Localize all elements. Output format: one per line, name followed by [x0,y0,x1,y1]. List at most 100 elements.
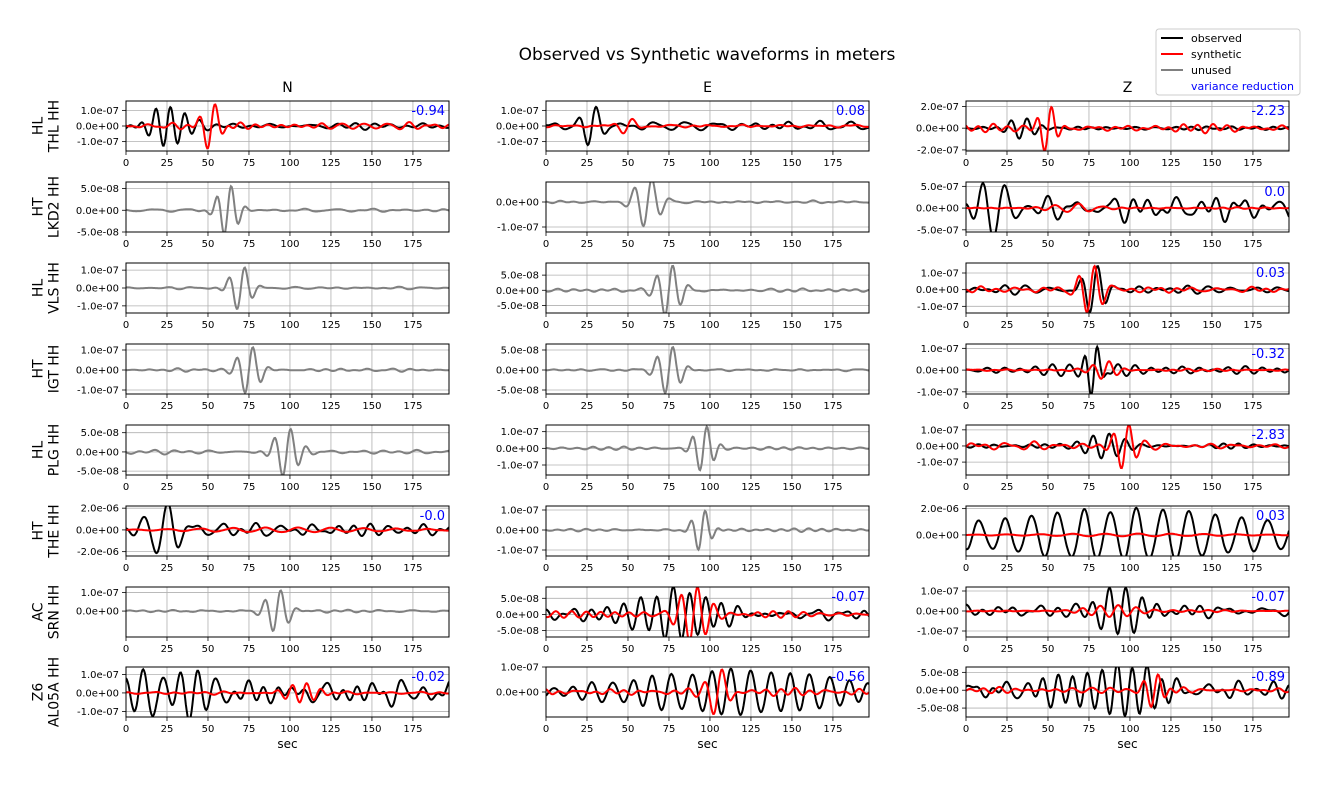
x-tick-label: 75 [243,239,256,250]
x-tick-label: 50 [202,401,215,412]
synthetic-trace [126,526,449,534]
legend-label: observed [1191,32,1242,45]
x-tick-label: 125 [1161,239,1180,250]
x-tick-label: 150 [362,724,381,735]
unused-trace [546,182,869,228]
x-tick-label: 125 [321,401,340,412]
y-tick-label: 1.0e-07 [921,587,959,598]
y-tick-label: 0.0e+00 [916,285,959,296]
x-tick-label: 75 [1083,320,1096,331]
y-tick-label: -5.0e-08 [497,386,539,397]
x-tick-label: 125 [1161,401,1180,412]
network-label: HT [31,197,47,217]
x-tick-label: 150 [782,239,801,250]
x-tick-label: 125 [321,482,340,493]
synthetic-trace [966,105,1289,151]
axes-frame [125,586,450,638]
x-tick-label: 150 [362,563,381,574]
x-tick-label: 125 [741,320,760,331]
network-label: Z6 [31,683,47,702]
x-tick-label: 25 [1001,644,1014,655]
x-tick-label: 175 [1243,563,1262,574]
panel-n: 0 25 50 75 100 125 150 175 1.0e-07 0.0e+00 -1.0e-0… [76,80,450,169]
y-tick-label: 0.0e+00 [496,122,539,133]
legend-label: synthetic [1191,48,1242,61]
x-tick-label: 100 [1120,724,1139,735]
x-tick-label: 150 [782,563,801,574]
y-tick-label: -1.0e-07 [497,223,539,234]
x-tick-label: 25 [161,158,174,169]
variance-reduction-value: 0.0 [1264,185,1285,200]
synthetic-trace [126,103,449,150]
observed-trace [966,667,1289,717]
figure-title: Observed vs Synthetic waveforms in meter… [519,45,896,65]
x-tick-label: 75 [1083,401,1096,412]
column-title: E [703,80,712,96]
legend-label: variance reduction [1191,80,1294,93]
y-tick-label: 0.0e+00 [496,366,539,377]
y-tick-label: 1.0e-07 [501,106,539,117]
y-tick-label: -1.0e-07 [917,387,959,398]
row-label: HLVLS HH [31,262,63,314]
x-tick-label: 150 [1202,482,1221,493]
variance-reduction-value: -0.07 [1251,590,1285,605]
y-tick-label: 1.0e-07 [501,427,539,438]
x-tick-label: 100 [1120,320,1139,331]
x-tick-label: 25 [581,401,594,412]
column-title: Z [1123,80,1133,96]
x-tick-label: 50 [622,724,635,735]
x-tick-label: 50 [202,482,215,493]
x-tick-label: 150 [362,644,381,655]
x-tick-label: 0 [123,158,129,169]
y-tick-label: 2.0e-06 [921,504,959,515]
axes-frame [545,343,870,395]
x-axis-label: sec [1117,737,1137,751]
x-tick-label: 75 [243,724,256,735]
x-tick-label: 100 [1120,482,1139,493]
axes-frame [545,505,870,557]
column-title: N [282,80,292,96]
x-tick-label: 75 [243,563,256,574]
y-tick-label: 0.0e+00 [76,525,119,536]
y-tick-label: 2.0e-06 [81,504,119,515]
axes-frame [965,343,1290,395]
x-tick-label: 125 [1161,724,1180,735]
y-tick-label: 1.0e-07 [81,588,119,599]
axes-frame [965,262,1290,314]
panel-n: 0 25 50 75 100 125 150 175 1.0e-07 0.0e+00 -1.0e-0… [76,262,450,331]
network-label: AC [31,602,47,621]
y-tick-label: 0.0e+00 [916,366,959,377]
x-tick-label: 50 [202,239,215,250]
panel-e: 0 25 50 75 100 125 150 175 5.0e-08 0.0e+00 -5.0e-0… [496,262,870,331]
x-tick-label: 50 [1042,482,1055,493]
x-tick-label: 100 [280,482,299,493]
x-tick-label: 175 [403,563,422,574]
axes-frame [125,181,450,233]
x-tick-label: 100 [700,239,719,250]
x-tick-label: 100 [280,724,299,735]
x-tick-label: 100 [700,401,719,412]
x-tick-label: 150 [362,158,381,169]
x-tick-label: 75 [243,320,256,331]
axes-frame [965,100,1290,152]
variance-reduction-value: 0.03 [1256,266,1285,281]
x-tick-label: 25 [581,644,594,655]
x-tick-label: 100 [280,239,299,250]
unused-trace [126,589,449,633]
station-label: SRN HH [47,585,63,640]
x-tick-label: 25 [1001,401,1014,412]
y-tick-label: -1.0e-07 [497,546,539,557]
y-tick-label: 5.0e-08 [81,428,119,439]
x-tick-label: 150 [1202,563,1221,574]
unused-trace [546,345,869,394]
row-label: ACSRN HH [31,585,63,640]
x-tick-label: 125 [741,644,760,655]
y-tick-label: 0.0e+00 [916,607,959,618]
x-tick-label: 125 [321,158,340,169]
x-tick-label: 175 [1243,320,1262,331]
x-tick-label: 25 [581,563,594,574]
x-tick-label: 25 [161,563,174,574]
x-tick-label: 25 [161,644,174,655]
x-tick-label: 0 [963,724,969,735]
x-tick-label: 50 [1042,724,1055,735]
